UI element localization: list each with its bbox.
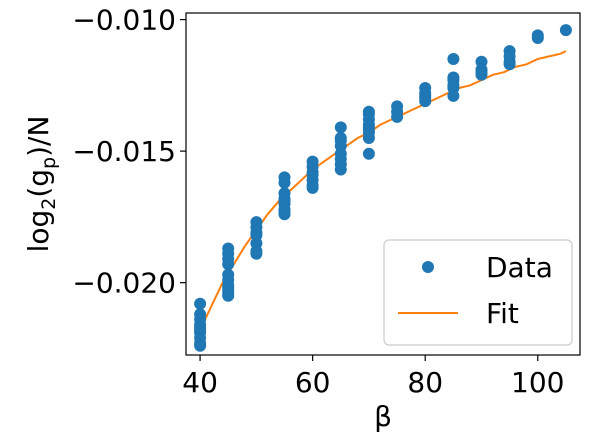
- data-point: [419, 95, 432, 108]
- data-point: [222, 289, 235, 302]
- data-point: [447, 53, 460, 65]
- legend-fit-label: Fit: [486, 297, 519, 330]
- data-point: [194, 297, 207, 310]
- plot-frame: [185, 12, 581, 356]
- data-point: [503, 58, 516, 71]
- data-point: [278, 208, 291, 221]
- legend-data-label: Data: [486, 251, 553, 284]
- data-point: [362, 132, 375, 144]
- data-point: [334, 163, 347, 176]
- data-point: [250, 247, 263, 260]
- x-tick-label: 60: [295, 366, 331, 399]
- x-tick-label: 100: [511, 366, 564, 399]
- y-axis: −0.020 −0.015 −0.010: [72, 4, 186, 300]
- y-tick-label: −0.015: [72, 135, 176, 168]
- x-axis-label: β: [374, 400, 392, 433]
- data-point: [278, 176, 291, 189]
- y-axis-label: log2(gp)/N: [22, 116, 60, 253]
- x-axis: 40 60 80 100: [182, 355, 565, 399]
- legend: Data Fit: [383, 239, 573, 346]
- y-tick-label: −0.020: [72, 267, 176, 300]
- data-point: [362, 147, 375, 160]
- plot-marks: [194, 24, 572, 352]
- data-point: [531, 32, 544, 44]
- data-point: [391, 110, 404, 123]
- data-point: [222, 258, 235, 271]
- data-point: [475, 68, 488, 81]
- data-point: [194, 339, 207, 352]
- x-tick-label: 80: [407, 366, 443, 399]
- legend-data-marker: [422, 261, 434, 273]
- data-point: [306, 181, 319, 194]
- data-point: [334, 121, 347, 134]
- data-point: [447, 89, 460, 102]
- x-tick-label: 40: [182, 366, 218, 399]
- y-tick-label: −0.010: [72, 4, 176, 37]
- data-point: [559, 24, 572, 37]
